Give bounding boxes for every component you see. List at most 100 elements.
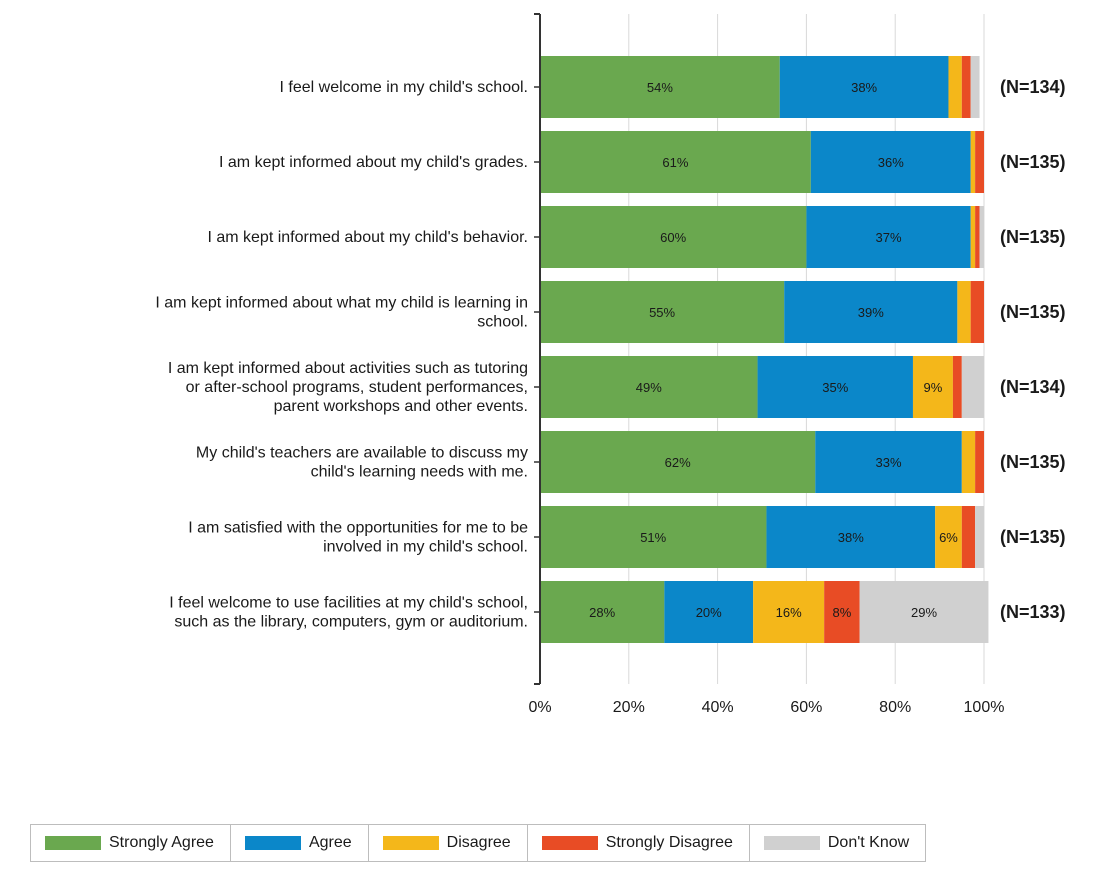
legend-item: Don't Know bbox=[750, 825, 925, 861]
bar-segment bbox=[824, 581, 860, 643]
bar-segment bbox=[753, 581, 825, 643]
legend-label: Disagree bbox=[446, 834, 511, 851]
n-label: (N=135) bbox=[1000, 227, 1066, 247]
category-labels: I feel welcome in my child's school. I am… bbox=[155, 79, 528, 631]
data-label: 38% bbox=[851, 80, 877, 95]
axis bbox=[534, 13, 541, 685]
gridlines bbox=[628, 14, 985, 684]
bar-segment bbox=[935, 506, 962, 568]
data-label: 54% bbox=[647, 80, 673, 95]
bar-segment bbox=[540, 206, 807, 268]
x-tick-labels: 0% 20% 40% 60% 80% 100% bbox=[528, 699, 1004, 716]
stacked-bar-chart: 54% 38% 61% 36% 60% 37% 55% 39% 49% 35% 9% 62% 33% 51… bbox=[155, 13, 1066, 716]
bar-segment bbox=[540, 131, 811, 193]
bar-segment bbox=[961, 56, 971, 118]
bar-segment bbox=[975, 506, 984, 568]
bar-segment bbox=[970, 131, 976, 193]
data-label: 36% bbox=[878, 155, 904, 170]
data-label: 20% bbox=[696, 605, 722, 620]
legend-label: Agree bbox=[308, 834, 352, 851]
bar-segment bbox=[975, 206, 980, 268]
bar-segment bbox=[540, 356, 758, 418]
bar-segment bbox=[540, 506, 767, 568]
bar-segment bbox=[975, 431, 984, 493]
bar-segment bbox=[961, 356, 984, 418]
bar-segment bbox=[948, 56, 962, 118]
data-label: 28% bbox=[589, 605, 615, 620]
legend-item: Agree bbox=[231, 825, 369, 861]
bar-segment bbox=[961, 431, 976, 493]
data-label: 37% bbox=[876, 230, 902, 245]
bar-segment bbox=[912, 356, 953, 418]
bar-segment bbox=[952, 356, 962, 418]
category-label: I am kept informed about my child's beha… bbox=[207, 229, 528, 246]
category-label: or after-school programs, student perfor… bbox=[186, 379, 528, 396]
bar-segment bbox=[810, 131, 971, 193]
x-tick-label: 0% bbox=[528, 699, 551, 716]
legend-label: Don't Know bbox=[827, 834, 910, 851]
x-tick-label: 80% bbox=[879, 699, 911, 716]
category-label: I am kept informed about what my child i… bbox=[155, 295, 528, 312]
bar-segment bbox=[859, 581, 989, 643]
n-label: (N=134) bbox=[1000, 77, 1066, 97]
category-label: I feel welcome in my child's school. bbox=[280, 79, 528, 96]
data-label: 61% bbox=[662, 155, 688, 170]
n-label: (N=134) bbox=[1000, 377, 1066, 397]
data-label: 55% bbox=[649, 305, 675, 320]
legend-label: Strongly Agree bbox=[109, 834, 214, 851]
n-label: (N=135) bbox=[1000, 527, 1066, 547]
category-label: I am kept informed about activities such… bbox=[168, 360, 528, 377]
bars bbox=[540, 56, 989, 643]
data-label: 9% bbox=[924, 380, 943, 395]
category-label: I am kept informed about my child's grad… bbox=[219, 154, 528, 171]
x-tick-label: 60% bbox=[790, 699, 822, 716]
data-label: 6% bbox=[939, 530, 958, 545]
bar-segment bbox=[664, 581, 754, 643]
data-label: 38% bbox=[838, 530, 864, 545]
x-tick-label: 40% bbox=[702, 699, 734, 716]
bar-segment bbox=[961, 506, 976, 568]
data-label: 39% bbox=[858, 305, 884, 320]
data-label: 8% bbox=[833, 605, 852, 620]
legend-label: Strongly Disagree bbox=[605, 834, 733, 851]
data-label: 49% bbox=[636, 380, 662, 395]
bar-segment bbox=[970, 206, 976, 268]
legend-swatch bbox=[763, 836, 820, 850]
bar-segment bbox=[766, 506, 936, 568]
category-label: parent workshops and other events. bbox=[274, 398, 528, 415]
legend-item: Disagree bbox=[369, 825, 528, 861]
n-label: (N=135) bbox=[1000, 302, 1066, 322]
n-label: (N=135) bbox=[1000, 152, 1066, 172]
category-label: My child's teachers are available to dis… bbox=[196, 445, 528, 462]
data-label: 16% bbox=[776, 605, 802, 620]
n-labels: (N=134) (N=135) (N=135) (N=135) (N=134) (N=13… bbox=[1000, 77, 1066, 622]
legend-swatch bbox=[45, 836, 101, 850]
legend-item: Strongly Agree bbox=[31, 825, 231, 861]
bar-segment bbox=[757, 356, 913, 418]
n-label: (N=133) bbox=[1000, 602, 1066, 622]
data-label: 33% bbox=[876, 455, 902, 470]
bar-segment bbox=[970, 281, 984, 343]
bar-segment bbox=[540, 431, 816, 493]
bar-segment bbox=[970, 56, 980, 118]
legend-swatch bbox=[541, 836, 598, 850]
data-label: 62% bbox=[665, 455, 691, 470]
data-label: 35% bbox=[822, 380, 848, 395]
bar-segment bbox=[784, 281, 958, 343]
bar-segment bbox=[540, 281, 785, 343]
n-label: (N=135) bbox=[1000, 452, 1066, 472]
category-label: school. bbox=[477, 314, 528, 331]
data-label: 29% bbox=[911, 605, 937, 620]
legend: Strongly Agree Agree Disagree Strongly Disa… bbox=[30, 824, 927, 862]
bar-segment bbox=[779, 56, 949, 118]
bar-segment bbox=[806, 206, 971, 268]
category-label: I am satisfied with the opportunities fo… bbox=[188, 520, 528, 537]
bar-segment bbox=[540, 581, 665, 643]
bar-segment bbox=[815, 431, 962, 493]
bar-segment bbox=[957, 281, 971, 343]
legend-swatch bbox=[382, 836, 439, 850]
category-label: I feel welcome to use facilities at my c… bbox=[169, 595, 528, 612]
data-label: 51% bbox=[640, 530, 666, 545]
legend-item: Strongly Disagree bbox=[528, 825, 750, 861]
data-labels: 54% 38% 61% 36% 60% 37% 55% 39% 49% 35% 9% 62% 33% 51… bbox=[589, 80, 958, 620]
